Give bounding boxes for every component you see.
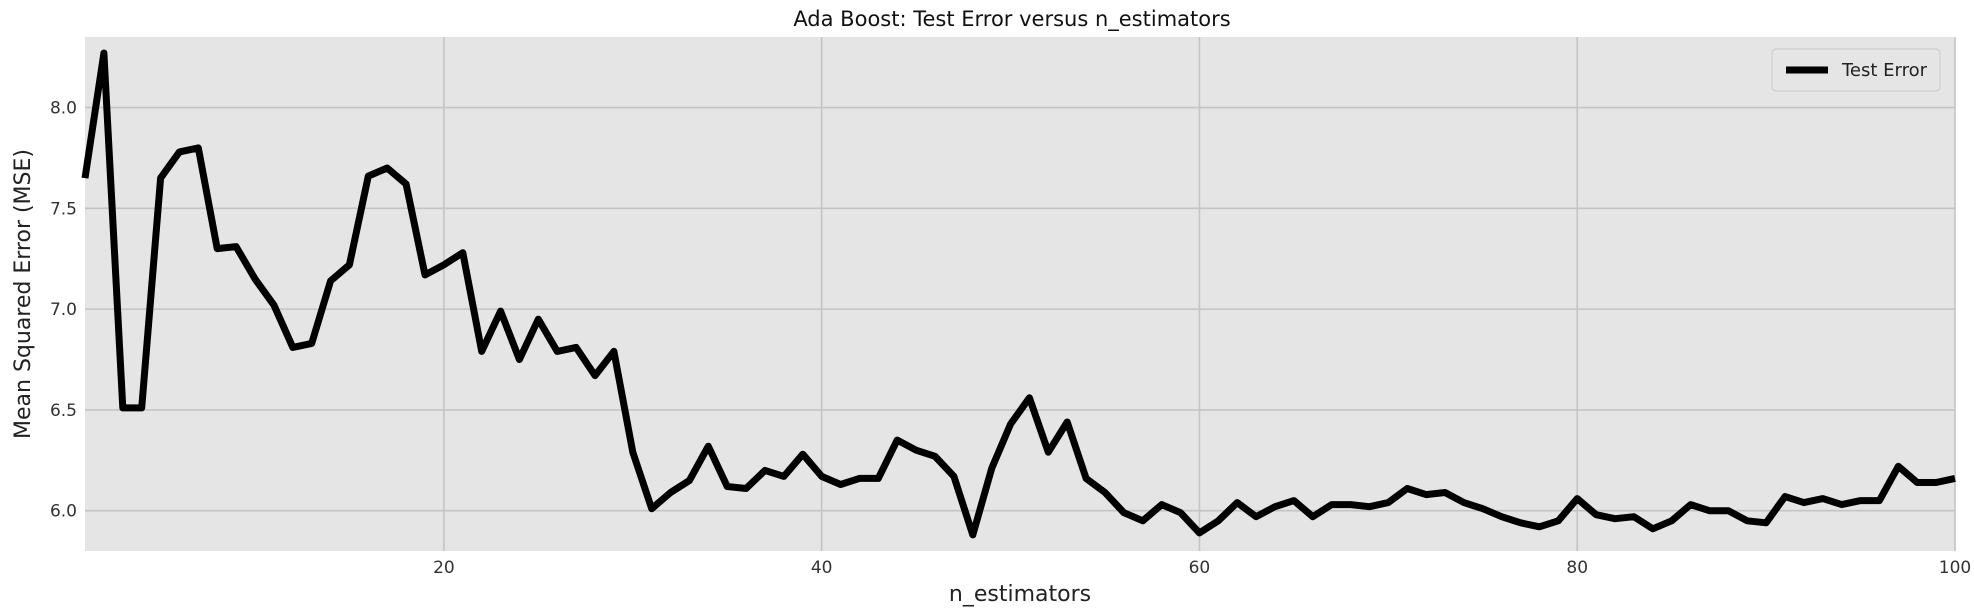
series-line — [81, 49, 1956, 539]
legend-label: Test Error — [1841, 60, 1928, 81]
x-tick-label: 80 — [1566, 558, 1588, 578]
legend: Test Error — [1771, 48, 1941, 92]
y-tick-label: 6.0 — [50, 502, 77, 522]
x-tick-label: 100 — [1939, 558, 1971, 578]
x-tick-label: 60 — [1189, 558, 1211, 578]
y-tick-label: 7.0 — [50, 300, 77, 320]
x-tick-label: 40 — [811, 558, 833, 578]
chart-title: Ada Boost: Test Error versus n_estimator… — [793, 7, 1230, 32]
series-lines — [81, 49, 1956, 539]
x-axis-label: n_estimators — [949, 582, 1091, 607]
y-tick-label: 7.5 — [50, 199, 77, 219]
y-tick-label: 8.0 — [50, 99, 77, 119]
plot-area — [85, 37, 1955, 551]
tick-labels: 20 40 60 80 100 6.0 6.5 7.0 7.5 8.0 — [50, 99, 1971, 578]
y-tick-label: 6.5 — [50, 401, 77, 421]
y-axis-label: Mean Squared Error (MSE) — [11, 149, 36, 439]
legend-box — [1771, 48, 1941, 92]
x-tick-label: 20 — [433, 558, 455, 578]
